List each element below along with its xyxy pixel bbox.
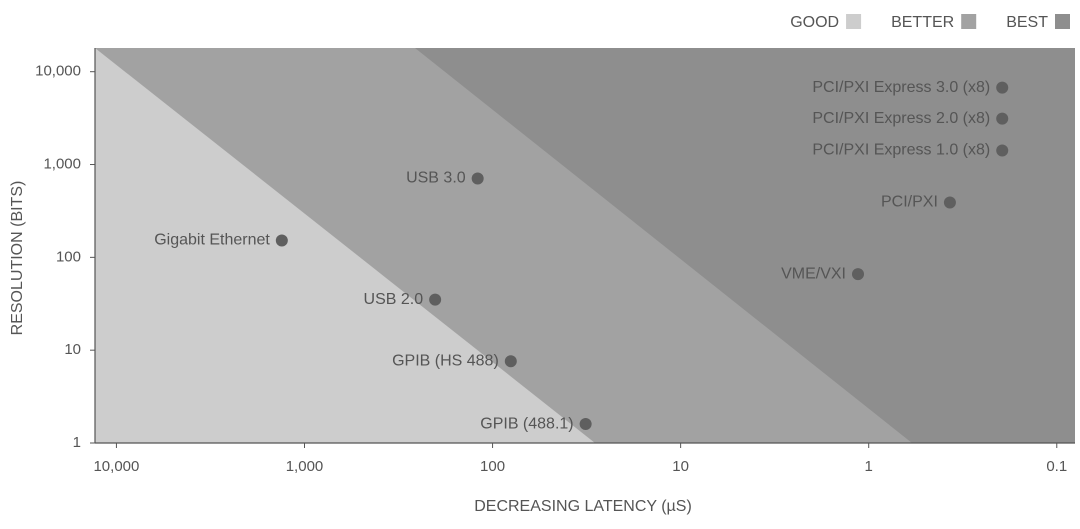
legend-swatch (961, 14, 977, 29)
y-tick-label: 100 (56, 248, 81, 265)
point (471, 172, 484, 185)
x-tick-label: 1,000 (286, 458, 324, 475)
point (996, 81, 1009, 94)
point-label: PCI/PXI Express 2.0 (x8) (812, 110, 990, 127)
point-label: GPIB (488.1) (480, 415, 573, 432)
x-tick-label: 10 (672, 458, 689, 475)
y-axis-title: RESOLUTION (BITS) (9, 181, 26, 336)
point (943, 196, 956, 209)
point-label: GPIB (HS 488) (392, 352, 499, 369)
point (579, 418, 592, 431)
legend-label: GOOD (790, 14, 839, 31)
x-tick-label: 0.1 (1046, 458, 1067, 475)
y-tick-label: 10 (64, 341, 81, 358)
y-tick-label: 1,000 (43, 155, 81, 172)
point (429, 293, 442, 306)
good-region (95, 48, 595, 443)
point-label: PCI/PXI Express 1.0 (x8) (812, 142, 990, 159)
point-label: USB 2.0 (364, 291, 424, 308)
legend-label: BEST (1006, 14, 1048, 31)
legend-label: BETTER (891, 14, 954, 31)
point (996, 112, 1009, 125)
legend-swatch (846, 14, 862, 29)
point-label: Gigabit Ethernet (154, 232, 270, 249)
x-axis-title: DECREASING LATENCY (µS) (474, 498, 692, 515)
point-label: PCI/PXI Express 3.0 (x8) (812, 79, 990, 96)
point-label: VME/VXI (781, 265, 846, 282)
x-tick-label: 100 (480, 458, 505, 475)
point (996, 144, 1009, 157)
point (852, 268, 865, 281)
legend-swatch (1055, 14, 1070, 29)
y-tick-label: 1 (73, 434, 81, 451)
x-tick-label: 1 (865, 458, 873, 475)
point-label: PCI/PXI (881, 194, 938, 211)
x-tick-label: 10,000 (93, 458, 139, 475)
point-label: USB 3.0 (406, 170, 466, 187)
point (504, 355, 517, 368)
point (275, 234, 288, 247)
y-tick-label: 10,000 (35, 63, 81, 80)
